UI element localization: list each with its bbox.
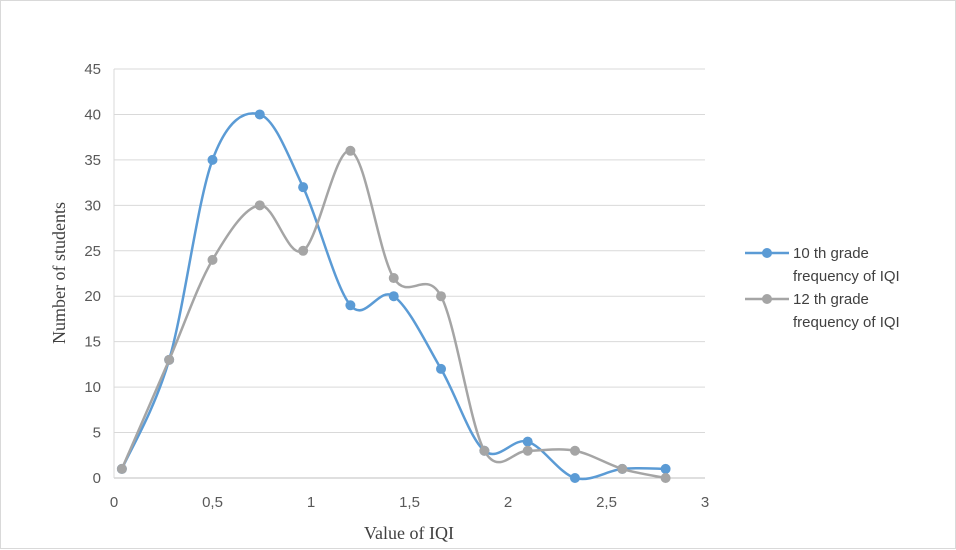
x-tick-label: 1,5: [399, 494, 420, 511]
legend-label: frequency of IQI: [793, 314, 900, 331]
legend-item: 12 th grade frequency of IQI: [745, 291, 900, 331]
x-tick-label: 2: [504, 494, 512, 511]
legend-label: 10 th grade: [793, 245, 869, 262]
y-tick-label: 35: [84, 152, 101, 169]
series-line: [120, 149, 667, 480]
x-tick-label: 2,5: [596, 494, 617, 511]
data-point: [569, 473, 580, 483]
data-point: [116, 463, 127, 474]
legend: 10 th grade frequency of IQI 12 th grade fr…: [745, 245, 900, 331]
data-point: [298, 182, 309, 193]
y-tick-label: 0: [93, 470, 101, 487]
data-point: [436, 363, 447, 374]
data-point: [345, 145, 356, 156]
x-tick-label: 3: [701, 494, 709, 511]
y-axis-ticks: 0 5 10 15 20 25 30 35 40 45: [84, 61, 101, 487]
data-point: [207, 254, 218, 265]
legend-marker: [762, 294, 772, 304]
y-tick-label: 30: [84, 197, 101, 214]
data-point: [479, 445, 490, 456]
data-point: [522, 436, 533, 447]
data-point: [207, 154, 218, 165]
data-point: [345, 300, 356, 311]
data-point: [436, 291, 447, 302]
legend-item: 10 th grade frequency of IQI: [745, 245, 900, 285]
data-point: [298, 245, 309, 256]
series-line: [120, 112, 667, 481]
x-tick-label: 1: [307, 494, 315, 511]
data-point: [164, 354, 175, 365]
data-point: [388, 273, 399, 284]
data-point: [388, 291, 399, 302]
gridlines: [113, 68, 705, 479]
data-point: [522, 445, 533, 456]
y-tick-label: 5: [93, 425, 101, 442]
series-2: [116, 145, 671, 483]
series-group: [116, 109, 671, 483]
data-point: [617, 463, 628, 474]
legend-label: 12 th grade: [793, 291, 869, 308]
data-point: [254, 200, 265, 211]
data-point: [660, 473, 671, 483]
y-tick-label: 25: [84, 243, 101, 260]
data-point: [660, 463, 671, 474]
data-point: [254, 109, 265, 120]
x-tick-label: 0,5: [202, 494, 223, 511]
y-tick-label: 20: [84, 288, 101, 305]
y-tick-label: 45: [84, 61, 101, 78]
y-axis-title: Number of students: [49, 202, 69, 344]
y-tick-label: 40: [84, 106, 101, 123]
x-tick-label: 0: [110, 494, 118, 511]
legend-label: frequency of IQI: [793, 268, 900, 285]
legend-marker: [762, 248, 772, 258]
y-tick-label: 15: [84, 334, 101, 351]
x-axis-title: Value of IQI: [364, 523, 454, 543]
data-point: [569, 445, 580, 456]
x-axis-ticks: 0 0,5 1 1,5 2 2,5 3: [110, 494, 709, 511]
y-tick-label: 10: [84, 379, 101, 396]
